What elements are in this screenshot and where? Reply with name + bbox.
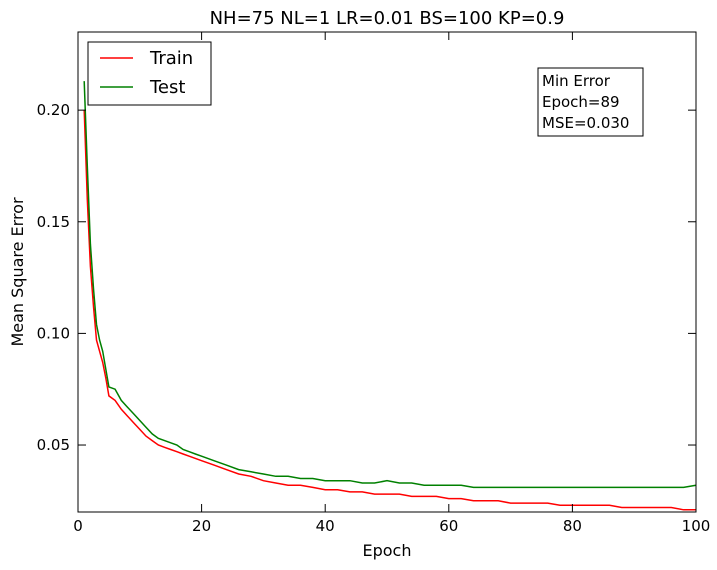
legend-label-test: Test	[149, 77, 185, 98]
chart-title: NH=75 NL=1 LR=0.01 BS=100 KP=0.9	[210, 8, 565, 29]
x-tick-label: 80	[563, 517, 582, 535]
annotation-line-3: MSE=0.030	[542, 114, 629, 132]
x-tick-label: 100	[682, 517, 711, 535]
legend-box	[87, 41, 212, 106]
series-line-test	[83, 81, 697, 489]
tick-layer: 0 20 40 60 80 100 0.05 0.10 0.15 0.20	[37, 32, 711, 535]
y-tick-label: 0.15	[37, 213, 70, 231]
x-tick-label: 60	[439, 517, 458, 535]
legend: Train Test	[87, 41, 212, 106]
x-axis-label: Epoch	[363, 541, 412, 560]
y-tick-label: 0.10	[37, 324, 70, 342]
y-tick-label: 0.05	[37, 436, 70, 454]
x-tick-label: 20	[192, 517, 211, 535]
annotation-box	[537, 67, 644, 137]
min-error-annotation: Min Error Epoch=89 MSE=0.030	[537, 67, 644, 137]
series-layer	[83, 81, 697, 511]
annotation-line-1: Min Error	[542, 72, 611, 90]
legend-label-train: Train	[149, 48, 193, 69]
series-line-train	[83, 110, 696, 511]
y-tick-label: 0.20	[37, 101, 70, 119]
x-tick-label: 40	[316, 517, 335, 535]
x-tick-label: 0	[73, 517, 83, 535]
annotation-line-2: Epoch=89	[542, 93, 620, 111]
y-axis-label: Mean Square Error	[8, 197, 27, 347]
plot-frame	[77, 31, 697, 513]
